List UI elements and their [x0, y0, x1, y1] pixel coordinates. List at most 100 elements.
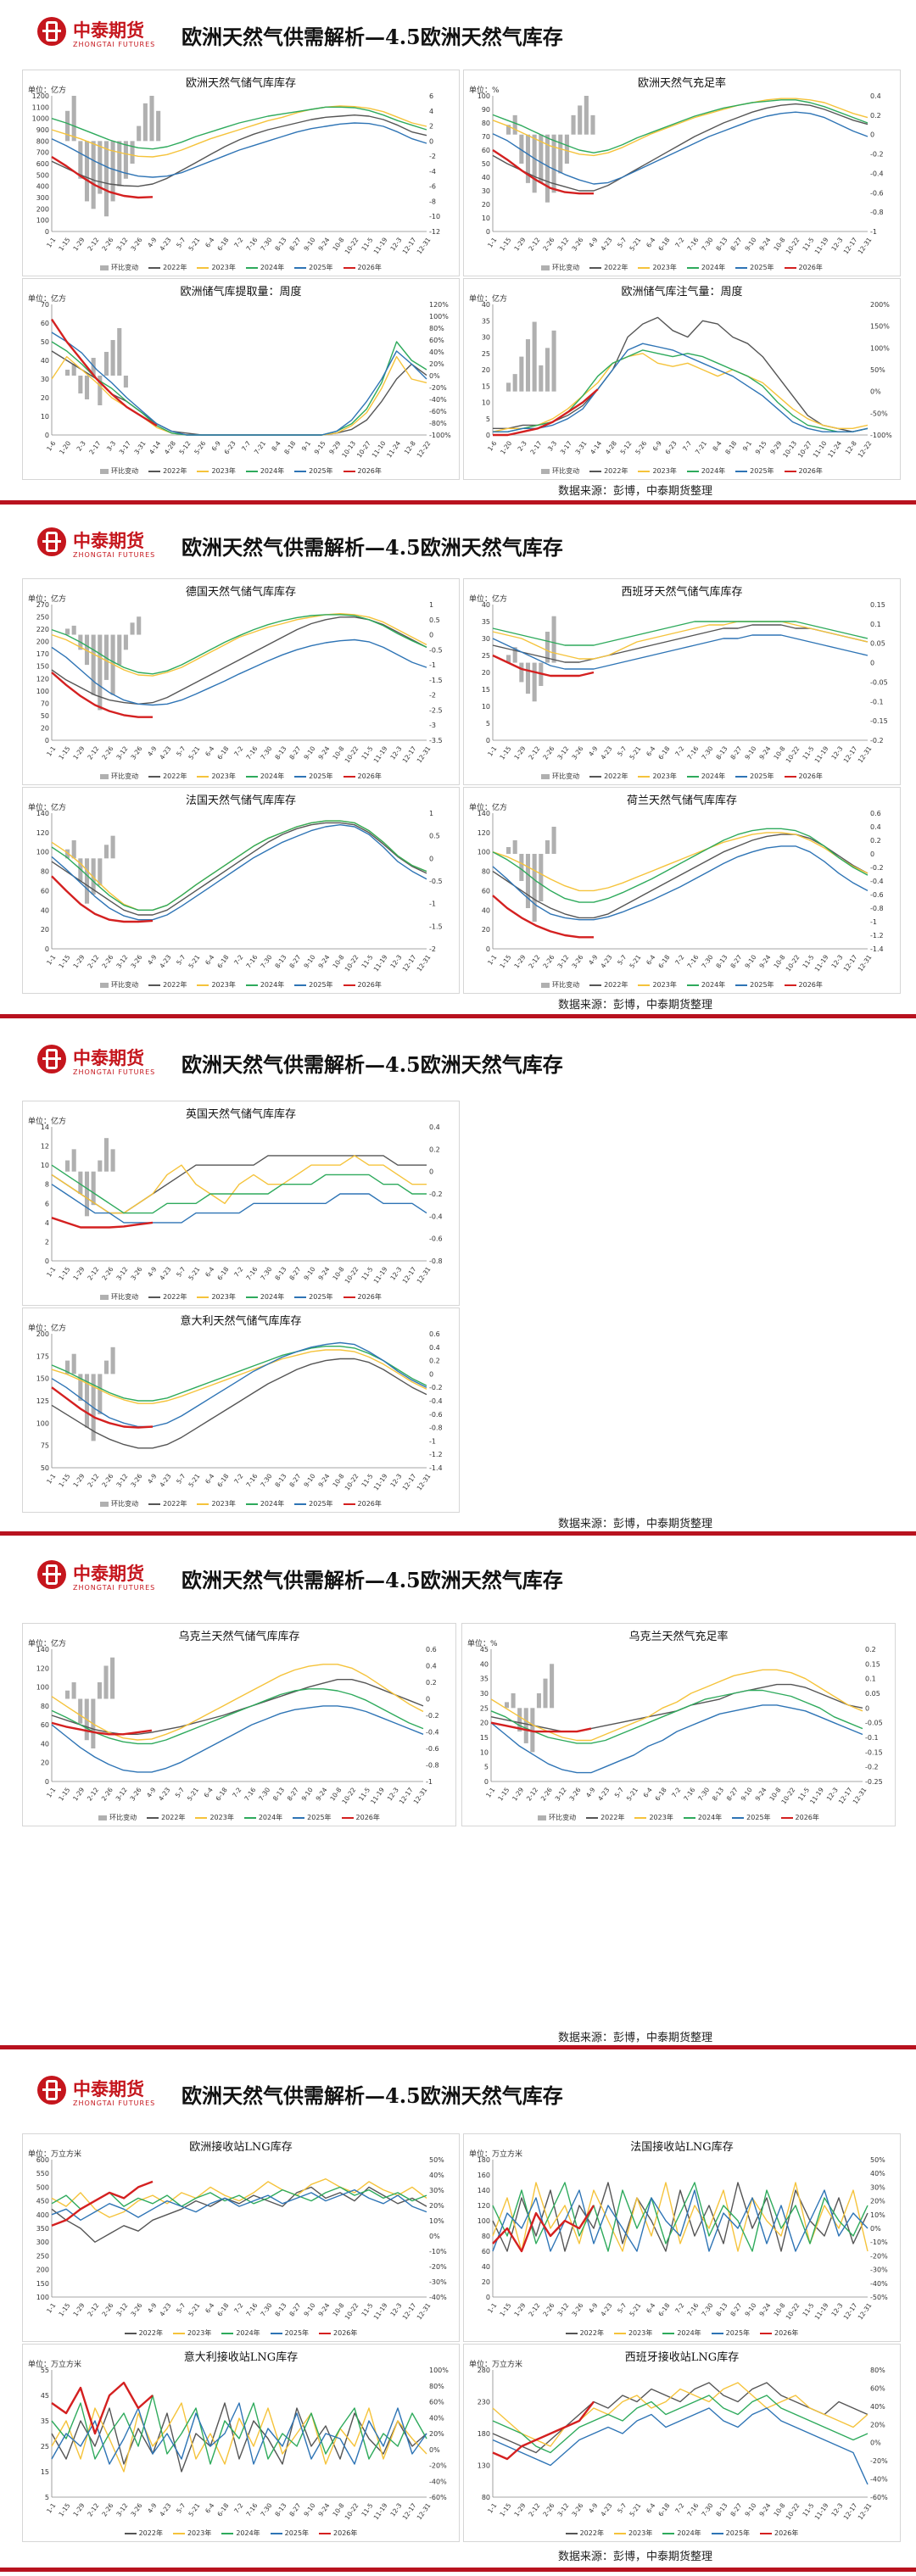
- x-tick-label: 12-31: [416, 953, 433, 973]
- mom-change-bar: [97, 1682, 102, 1699]
- x-tick-label: 7-16: [244, 1472, 259, 1488]
- mom-change-bar: [525, 339, 531, 392]
- legend-swatch: [735, 266, 748, 269]
- y-tick-label: 45: [480, 1646, 489, 1653]
- x-tick-label: 8-13: [273, 1265, 288, 1281]
- legend-label: 2025年: [309, 981, 333, 989]
- mom-change-bar: [536, 1693, 541, 1709]
- x-tick-label: 3-26: [129, 2501, 143, 2517]
- y-tick-label: 50: [41, 338, 49, 346]
- x-tick-label: 1-1: [45, 1472, 58, 1485]
- legend-item: 2024年: [245, 1292, 284, 1302]
- x-tick-label: 12-31: [857, 236, 874, 255]
- y-tick-label: 280: [478, 2367, 490, 2374]
- mom-change-bar: [539, 365, 544, 392]
- legend-label: 2022年: [579, 2529, 604, 2537]
- legend-label: 环比变动: [111, 772, 139, 780]
- legend-item: 2023年: [638, 263, 677, 272]
- mom-change-bar: [123, 141, 128, 179]
- legend-item: 2022年: [124, 2328, 163, 2338]
- x-tick-label: 2-12: [525, 1786, 539, 1802]
- x-tick-label: 1-1: [45, 1786, 58, 1798]
- legend-swatch: [638, 266, 651, 269]
- legend-item: 2022年: [565, 2328, 604, 2338]
- y2-tick-label: 100%: [429, 2367, 449, 2374]
- mom-change-bar: [78, 1171, 83, 1194]
- x-tick-label: 12-17: [842, 2501, 859, 2521]
- legend-item: 2022年: [148, 772, 187, 781]
- y-tick-label: 0: [486, 228, 490, 236]
- y2-tick-label: 0.2: [865, 1646, 876, 1653]
- y2-tick-label: 0.1: [870, 621, 881, 628]
- y2-tick-label: 0: [429, 632, 433, 639]
- legend-swatch: [784, 984, 796, 986]
- chart-title: 德国天然气储气库库存: [185, 586, 296, 599]
- x-tick-label: 4-9: [587, 2301, 600, 2314]
- chart-legend: 环比变动 2022年 2023年 2024年 2025年 2026年: [23, 772, 459, 781]
- legend-swatch: [270, 2332, 282, 2334]
- chart-svg: 0 20 40 60 80 100 120 140 -1.4 -1.2 -1 -0.8 -0.6 -0.4…: [478, 810, 884, 973]
- series-line-2025年: [492, 111, 869, 185]
- x-tick-label: 1-1: [486, 2501, 499, 2514]
- x-tick-label: 3-26: [570, 744, 584, 761]
- y-tick-label: 150: [36, 1375, 49, 1383]
- y-tick-label: 80: [482, 120, 490, 127]
- legend-label: 2026年: [357, 1500, 382, 1508]
- series-line-2022年: [492, 834, 869, 919]
- x-tick-label: 3-26: [128, 1786, 142, 1802]
- mom-change-bar: [110, 1347, 115, 1374]
- chart-legend: 环比变动 2022年 2023年 2024年 2025年 2026年: [23, 1499, 459, 1508]
- x-tick-label: 3-3: [546, 439, 559, 452]
- x-tick-label: 3-12: [556, 236, 570, 252]
- y-tick-label: 15: [480, 1734, 489, 1742]
- legend-label: 2024年: [697, 1814, 723, 1821]
- y-tick-label: 130: [478, 2462, 490, 2470]
- mom-change-bar: [65, 1160, 70, 1172]
- mom-change-bar: [71, 364, 76, 376]
- x-tick-label: 4-14: [148, 439, 162, 455]
- logo-text-en: ZHONGTAI FUTURES: [73, 1068, 156, 1076]
- y2-tick-label: -2: [429, 692, 436, 700]
- x-tick-label: 6-4: [645, 744, 657, 757]
- legend-label: 2024年: [701, 772, 726, 780]
- legend-label: 2026年: [333, 2329, 358, 2337]
- legend-label: 2024年: [701, 467, 726, 475]
- x-tick-label: 1-20: [58, 439, 72, 455]
- legend-label: 2024年: [260, 1500, 285, 1508]
- y-tick-label: 25: [482, 652, 490, 660]
- x-tick-label: 1-29: [512, 2301, 527, 2317]
- y2-tick-label: -0.8: [429, 1425, 443, 1432]
- x-tick-label: 8-13: [714, 236, 729, 252]
- x-tick-label: 9-1: [741, 439, 754, 452]
- x-tick-label: 7-2: [232, 1265, 245, 1278]
- x-tick-label: 7-16: [682, 1786, 696, 1802]
- y-tick-label: 70: [41, 700, 49, 707]
- y2-tick-label: 40%: [429, 2172, 444, 2179]
- legend-item: 2025年: [294, 466, 333, 476]
- x-tick-label: 10-22: [344, 2501, 360, 2521]
- y-tick-label: 20: [41, 724, 49, 732]
- x-tick-label: 3-12: [114, 1472, 129, 1488]
- y2-tick-label: -10%: [429, 2248, 447, 2255]
- x-tick-label: 9-10: [302, 2501, 316, 2517]
- legend-item: 2025年: [294, 1292, 333, 1302]
- x-tick-label: 7-2: [673, 953, 686, 966]
- legend-swatch: [565, 2532, 578, 2534]
- y2-tick-label: 0: [870, 850, 874, 858]
- legend-label: 环比变动: [552, 264, 580, 271]
- x-tick-label: 7-30: [259, 953, 273, 969]
- x-tick-label: 8-13: [273, 744, 288, 761]
- x-tick-label: 3-31: [132, 439, 147, 455]
- legend-label: 2025年: [750, 981, 774, 989]
- legend-swatch: [98, 1815, 108, 1820]
- legend-swatch: [294, 1296, 307, 1298]
- y2-tick-label: -2: [429, 153, 436, 160]
- legend-item: 2026年: [784, 263, 823, 272]
- x-tick-label: 2-26: [541, 2501, 556, 2517]
- y2-tick-label: 100%: [429, 313, 449, 321]
- x-tick-label: 3-17: [559, 439, 573, 455]
- y-tick-label: 10: [480, 1748, 489, 1756]
- x-tick-label: 8-27: [288, 1472, 302, 1488]
- legend-swatch: [245, 984, 258, 986]
